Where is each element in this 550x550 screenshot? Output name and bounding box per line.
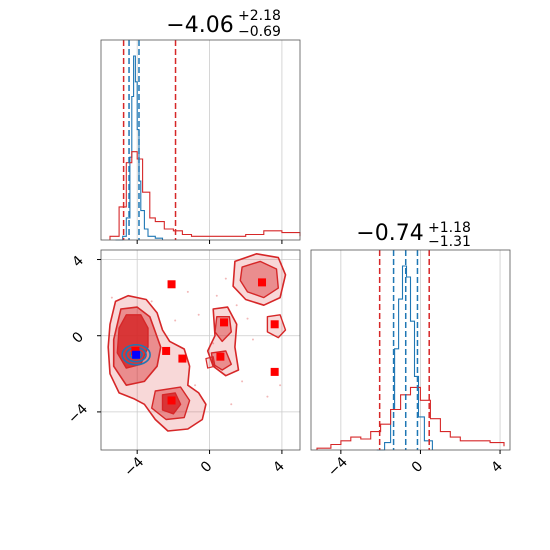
sample-point — [241, 380, 244, 383]
sample-point — [197, 313, 200, 316]
y-tick-label: 0 — [69, 329, 87, 347]
x-tick-label: 4 — [488, 458, 506, 476]
x-tick-label: 4 — [270, 458, 288, 476]
red-marker — [167, 280, 176, 289]
sample-point — [266, 395, 269, 398]
sample-point — [246, 317, 249, 320]
title-top-sub: −0.69 — [238, 24, 281, 40]
sample-point — [224, 277, 227, 280]
panel-marginal-right: −4 0 4 −0.74 +1.18 −1.31 — [310, 220, 511, 480]
sample-point — [150, 300, 153, 303]
panel-joint: −4 0 4 −4 0 4 — [65, 249, 301, 480]
red-marker — [258, 278, 267, 287]
y-tick-label: 4 — [69, 253, 87, 271]
axes-frame — [100, 39, 301, 241]
red-marker — [162, 346, 171, 355]
axes-frame — [100, 249, 301, 451]
title-right: −0.74 — [356, 221, 423, 246]
red-marker — [270, 367, 279, 376]
title-top-sup: +2.18 — [238, 8, 281, 24]
density-contour — [205, 356, 216, 369]
blue-contour — [121, 343, 151, 366]
sample-point — [230, 403, 233, 406]
sample-point — [279, 384, 282, 387]
title-right-sub: −1.31 — [428, 234, 471, 250]
red-marker — [167, 396, 176, 405]
sample-point — [186, 290, 189, 293]
red-marker — [216, 352, 225, 361]
sample-point — [174, 319, 177, 322]
title-top: −4.06 — [166, 13, 233, 38]
sample-point — [215, 294, 218, 297]
x-tick-label: 0 — [198, 458, 216, 476]
blue-marker — [132, 350, 141, 359]
y-tick-label: −4 — [65, 401, 91, 427]
axes-frame — [310, 249, 511, 451]
sample-point — [194, 384, 197, 387]
red-marker — [178, 354, 187, 363]
sample-point — [251, 338, 254, 341]
title-right-sup: +1.18 — [428, 220, 471, 236]
x-tick-label: 0 — [409, 458, 427, 476]
red-marker — [220, 318, 229, 327]
sample-point — [212, 342, 215, 345]
red-marker — [270, 320, 279, 329]
sample-point — [235, 304, 238, 307]
x-tick-label: −4 — [325, 454, 351, 480]
x-tick-label: −4 — [121, 454, 147, 480]
sample-point — [110, 296, 113, 299]
panel-marginal-top: −4.06 +2.18 −0.69 — [100, 8, 301, 244]
histogram-series — [115, 55, 164, 241]
